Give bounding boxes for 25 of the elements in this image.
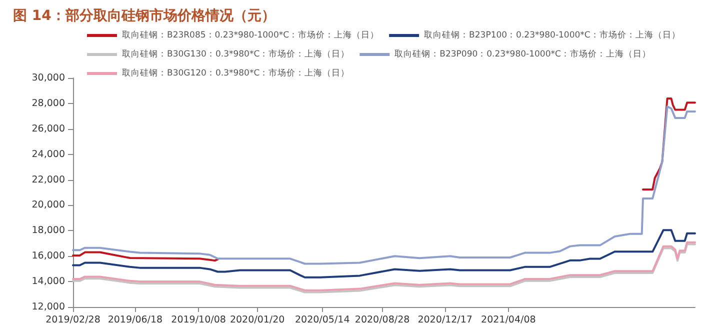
legend-label: 取向硅钢：B23P090：0.23*980-1000*C：市场价：上海（日）: [394, 48, 651, 60]
y-tick-label: 20,000: [32, 200, 65, 211]
legend-label: 取向硅钢：B30G120：0.3*980*C：市场价：上海（日）: [122, 68, 350, 78]
y-tick-label: 16,000: [32, 250, 65, 262]
x-tick-label: 2019/06/18: [108, 314, 163, 326]
x-tick-label: 2020/01/20: [230, 314, 285, 326]
y-tick-label: 26,000: [32, 123, 65, 134]
x-tick-label: 2020/12/17: [418, 314, 472, 326]
chart-title: 图 14：部分取向硅钢市场价格情况（元）: [13, 7, 276, 24]
y-tick-label: 30,000: [32, 72, 65, 84]
legend-label: 取向硅钢：B23P100：0.23*980-1000*C：市场价：上海（日）: [424, 30, 680, 40]
legend-label: 取向硅钢：B30G130：0.3*980*C：市场价：上海（日）: [122, 48, 350, 60]
line-series: [72, 229, 696, 278]
y-tick-label: 28,000: [32, 98, 65, 109]
y-tick-label: 18,000: [32, 225, 65, 236]
x-tick-label: 2021/04/08: [481, 314, 536, 326]
y-tick-label: 12,000: [32, 302, 65, 312]
x-tick-label: 2020/05/14: [294, 314, 350, 326]
y-tick-label: 22,000: [32, 174, 65, 186]
y-tick-label: 24,000: [32, 148, 65, 160]
x-tick-label: 2019/02/28: [46, 314, 100, 326]
y-tick-label: 14,000: [32, 276, 65, 288]
x-tick-label: 2019/10/08: [171, 314, 226, 326]
legend-label: 取向硅钢：B23R085：0.23*980-1000*C：市场价：上海（日）: [122, 30, 380, 40]
x-tick-label: 2020/08/28: [354, 314, 410, 326]
